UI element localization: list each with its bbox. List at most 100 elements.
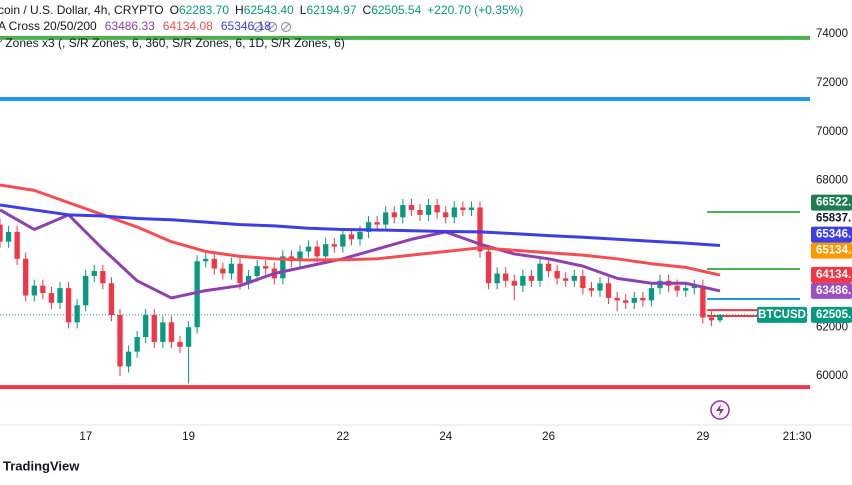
candle-body [331, 244, 337, 247]
price-label-bg [811, 266, 852, 283]
candle-body [520, 275, 526, 286]
candle-body [65, 288, 72, 323]
candle-body [314, 246, 320, 257]
candle-body [717, 314, 723, 321]
candle-body [674, 285, 680, 291]
candle-body [365, 222, 372, 232]
candle-body [348, 234, 355, 240]
candle-body [528, 275, 535, 281]
candle-body [648, 288, 655, 301]
candle-body [297, 251, 303, 262]
candle-body [374, 222, 380, 225]
footer-brand: TradingView [3, 458, 80, 473]
ohlc-value: 62194.97 [306, 3, 356, 17]
price-label-bg [811, 282, 852, 299]
x-tick-label: 29 [696, 431, 709, 443]
candle-body [0, 224, 3, 242]
indicator-value: 65346.18 [221, 19, 271, 33]
ohlc-value: 62543.40 [244, 3, 294, 17]
ohlc-label: C [363, 3, 372, 17]
y-tick-label: 62000 [816, 321, 848, 333]
candle-body [640, 297, 646, 301]
candle-body [683, 288, 689, 291]
x-tick-label: 19 [182, 431, 195, 443]
ohlc-label: L [300, 3, 307, 17]
candle-body [614, 297, 620, 301]
price-label: 65134. [816, 245, 851, 257]
candle-body [357, 231, 363, 240]
candle-body [537, 263, 543, 281]
candle-body [117, 315, 123, 367]
candle-body [700, 285, 706, 318]
y-tick-label: 60000 [816, 370, 848, 382]
candle-body [451, 207, 457, 218]
candle-body [545, 263, 552, 272]
candle-body [434, 205, 440, 213]
candle-body [443, 212, 449, 218]
ma-line [0, 203, 721, 247]
ohlc-label: H [235, 3, 244, 17]
candle-body [40, 285, 46, 294]
x-tick-label: 26 [542, 431, 555, 443]
change: +220.70 (+0.35%) [427, 3, 523, 17]
price-label: 66522. [816, 197, 851, 209]
indicator-value: 63486.33 [105, 19, 155, 33]
ohlc-value: 62505.54 [371, 3, 421, 17]
candle-body [14, 231, 20, 259]
price-label-bg [811, 242, 852, 259]
x-tick-label: 22 [336, 431, 349, 443]
candle-body [203, 258, 209, 262]
price-label-bg [811, 194, 852, 211]
candle-body [563, 278, 569, 281]
candle-body [151, 315, 157, 342]
candle-body [23, 258, 29, 296]
candle-body [323, 244, 329, 257]
alert-icon[interactable] [710, 400, 730, 420]
candle-body [340, 234, 346, 247]
candle-body [108, 283, 115, 316]
candle-body [425, 205, 432, 215]
candle-body [168, 322, 175, 342]
price-label: 64134. [816, 269, 851, 281]
price-tag: BTCUSD [758, 309, 806, 321]
price-label: 63486. [816, 285, 851, 297]
price-label: 65346. [816, 229, 851, 241]
candle-body [305, 246, 312, 252]
candle-body [391, 212, 397, 218]
x-tick-label: 24 [439, 431, 452, 443]
candle-body [125, 351, 132, 367]
ma-line [0, 183, 721, 277]
ma-line [0, 208, 721, 300]
candle-body [623, 300, 629, 303]
candle-body [194, 261, 200, 328]
price-label-bg [811, 226, 852, 243]
x-tick-label: 21:30 [783, 431, 812, 443]
candle-body [468, 207, 475, 210]
zones-legend: r Zones x3 (, S/R Zones, 6, 360, S/R Zon… [0, 36, 345, 50]
candle-body [554, 271, 560, 279]
price-label: 62505. [816, 309, 851, 321]
ohlc-label: O [170, 3, 179, 17]
candle-body [494, 273, 500, 284]
candle-body [408, 205, 415, 210]
candle-body [400, 205, 406, 218]
candle-body [237, 263, 243, 284]
candle-body [177, 341, 183, 347]
candle-body [460, 207, 466, 210]
ohlc-value: 62283.70 [179, 3, 229, 17]
candle-body [691, 285, 697, 289]
candle-body [571, 275, 577, 281]
legend-line: coin / U.S. Dollar, 4h, CRYPTO O62283.70 H… [0, 3, 523, 17]
candle-body [605, 283, 612, 298]
symbol: coin / U.S. Dollar, 4h, CRYPTO [0, 3, 164, 17]
candle-body [254, 266, 260, 276]
y-tick-label: 70000 [816, 126, 848, 138]
candle-body [228, 263, 235, 274]
candle-body [91, 271, 97, 276]
candle-body [160, 322, 166, 342]
candle-body [211, 258, 217, 269]
candle-body [597, 283, 603, 291]
candle-body [5, 231, 12, 242]
